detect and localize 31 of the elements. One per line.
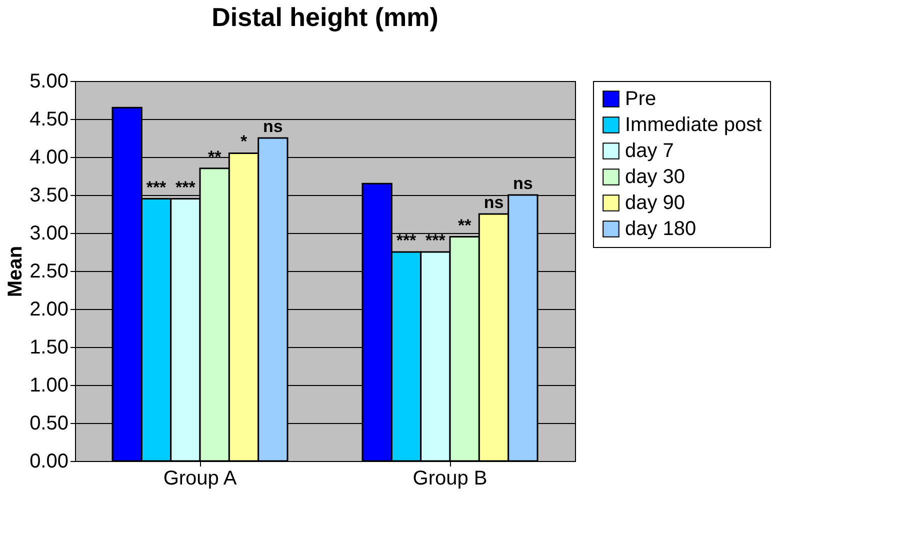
y-tick-label: 1.00 xyxy=(30,374,68,396)
annotation: *** xyxy=(175,178,196,197)
annotation: *** xyxy=(146,178,167,197)
annotation: ** xyxy=(458,216,472,235)
legend-label: day 7 xyxy=(625,140,674,162)
legend-label: day 90 xyxy=(625,192,686,214)
annotation: *** xyxy=(425,231,446,250)
annotation: * xyxy=(240,132,248,152)
legend-label: Pre xyxy=(625,88,656,110)
y-tick-label: 2.50 xyxy=(30,260,68,282)
legend-label: Immediate post xyxy=(625,114,762,136)
x-tick-label: Group B xyxy=(412,468,488,490)
y-tick-label: 4.00 xyxy=(30,146,68,168)
annotation: ** xyxy=(208,147,222,166)
annotation: *** xyxy=(396,231,417,250)
x-tick-label: Group A xyxy=(163,468,238,490)
y-tick-label: 0.50 xyxy=(30,412,68,434)
y-tick-label: 2.00 xyxy=(30,298,68,320)
annotation: ns xyxy=(512,174,533,193)
annotation: ns xyxy=(262,117,283,136)
legend-label: day 30 xyxy=(625,166,686,188)
annotation: ns xyxy=(484,193,504,212)
legend-label: day 180 xyxy=(625,218,696,240)
y-axis-title: Mean xyxy=(4,246,27,298)
y-tick-label: 0.00 xyxy=(30,450,68,472)
y-tick-label: 1.50 xyxy=(30,336,68,358)
y-tick-label: 5.00 xyxy=(30,70,68,92)
y-tick-label: 3.00 xyxy=(30,222,68,244)
y-tick-label: 4.50 xyxy=(30,108,68,130)
y-tick-label: 3.50 xyxy=(30,184,68,206)
chart-title: Distal height (mm) xyxy=(212,2,438,32)
